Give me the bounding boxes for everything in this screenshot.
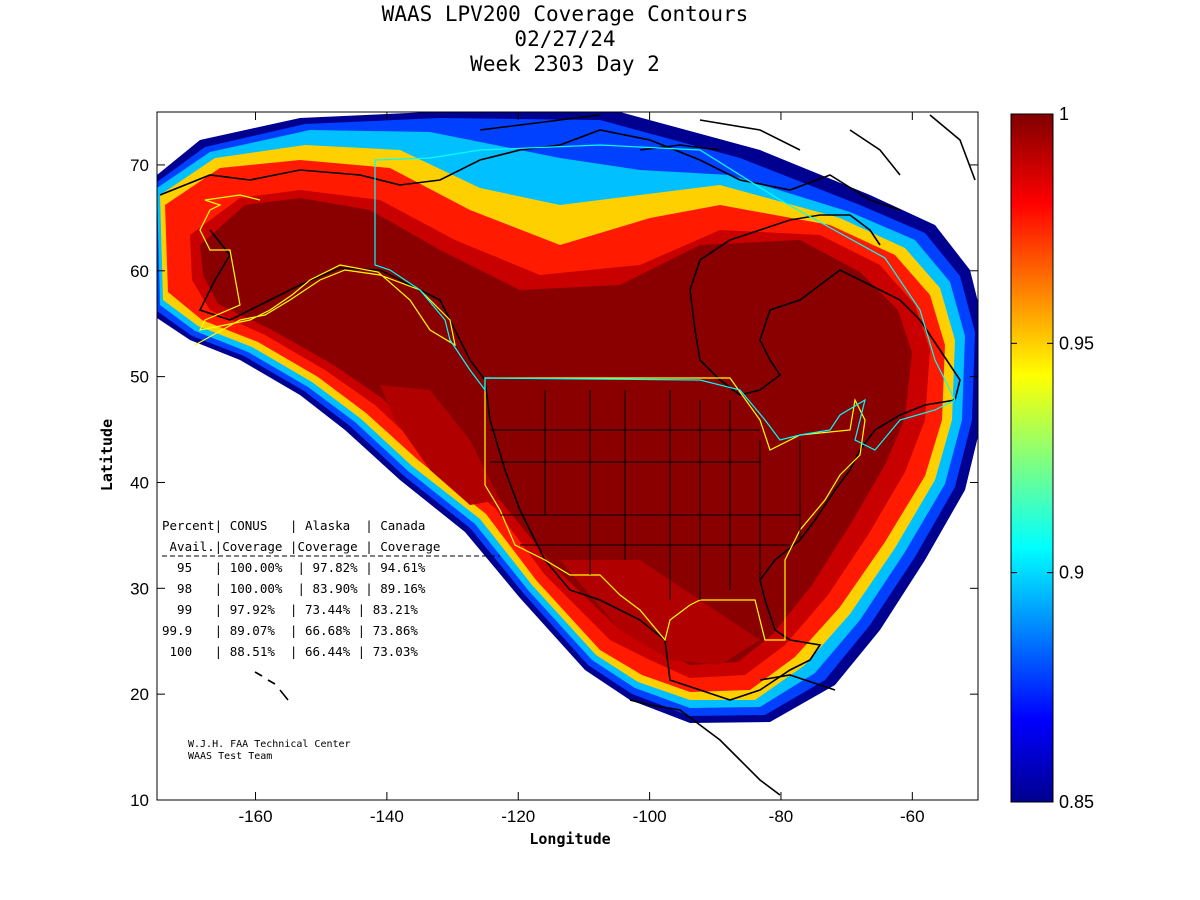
contour-patch-south: [560, 560, 760, 665]
x-tick-label: -140: [370, 807, 404, 826]
y-tick-label: 30: [130, 579, 149, 598]
plot-frame: [156, 111, 979, 801]
coastline-cuba: [759, 674, 836, 691]
conus-boundary: [484, 377, 866, 642]
canada-boundary: [374, 144, 956, 451]
contour-band-100: [200, 198, 912, 665]
chart-title-date: 02/27/24: [514, 27, 616, 51]
y-tick-label: 10: [130, 791, 149, 810]
colorbar: [1010, 113, 1054, 803]
credit-line1: W.J.H. FAA Technical Center: [188, 739, 351, 750]
y-tick-label: 50: [130, 368, 149, 387]
x-tick-label: -60: [900, 807, 925, 826]
x-tick-label: -160: [239, 807, 273, 826]
y-axis-label: Latitude: [98, 419, 116, 491]
x-axis-label: Longitude: [529, 830, 610, 848]
alaska-boundary: [194, 194, 456, 347]
state-boundaries: [490, 390, 801, 600]
credit-line2: WAAS Test Team: [188, 751, 272, 762]
y-tick-label: 60: [130, 262, 149, 281]
coverage-table: Percent| CONUS | Alaska | Canada Avail.|…: [162, 518, 500, 659]
colorbar-tick-label: 0.85: [1059, 792, 1094, 812]
coverage-contours: [157, 112, 978, 723]
table-header-row1: Percent| CONUS | Alaska | Canada: [162, 518, 425, 533]
coastline-hawaii: [254, 671, 289, 701]
x-tick-label: -80: [769, 807, 794, 826]
colorbar-tick-label: 0.95: [1059, 333, 1094, 353]
chart-title-line1: WAAS LPV200 Coverage Contours: [381, 2, 749, 26]
table-row: 99.9 | 89.07% | 66.68% | 73.86%: [162, 623, 418, 638]
colorbar-tick-label: 0.9: [1059, 563, 1084, 583]
region-boundaries: [194, 144, 956, 642]
y-tick-label: 20: [130, 685, 149, 704]
y-tick-label: 40: [130, 473, 149, 492]
table-row: 99 | 97.92% | 73.44% | 83.21%: [162, 602, 418, 617]
table-header-row2: Avail.|Coverage |Coverage | Coverage: [162, 539, 440, 554]
y-axis: 10 20 30 40 50 60 70: [130, 156, 978, 810]
colorbar-tick-label: 1: [1059, 104, 1069, 124]
contour-patch-west: [380, 385, 500, 505]
coastline-arctic-islands: [479, 114, 976, 181]
table-row: 100 | 88.51% | 66.44% | 73.03%: [162, 644, 418, 659]
table-row: 98 | 100.00% | 83.90% | 89.16%: [162, 581, 426, 596]
colorbar-ticks: 0.85 0.9 0.95 1: [1011, 104, 1094, 812]
chart-title-week: Week 2303 Day 2: [470, 52, 660, 76]
table-row: 95 | 100.00% | 97.82% | 94.61%: [162, 560, 426, 575]
y-tick-label: 70: [130, 156, 149, 175]
x-tick-label: -100: [633, 807, 667, 826]
x-tick-label: -120: [501, 807, 535, 826]
x-axis: -160 -140 -120 -100 -80 -60: [239, 112, 925, 826]
coastline-central-america: [629, 699, 781, 796]
